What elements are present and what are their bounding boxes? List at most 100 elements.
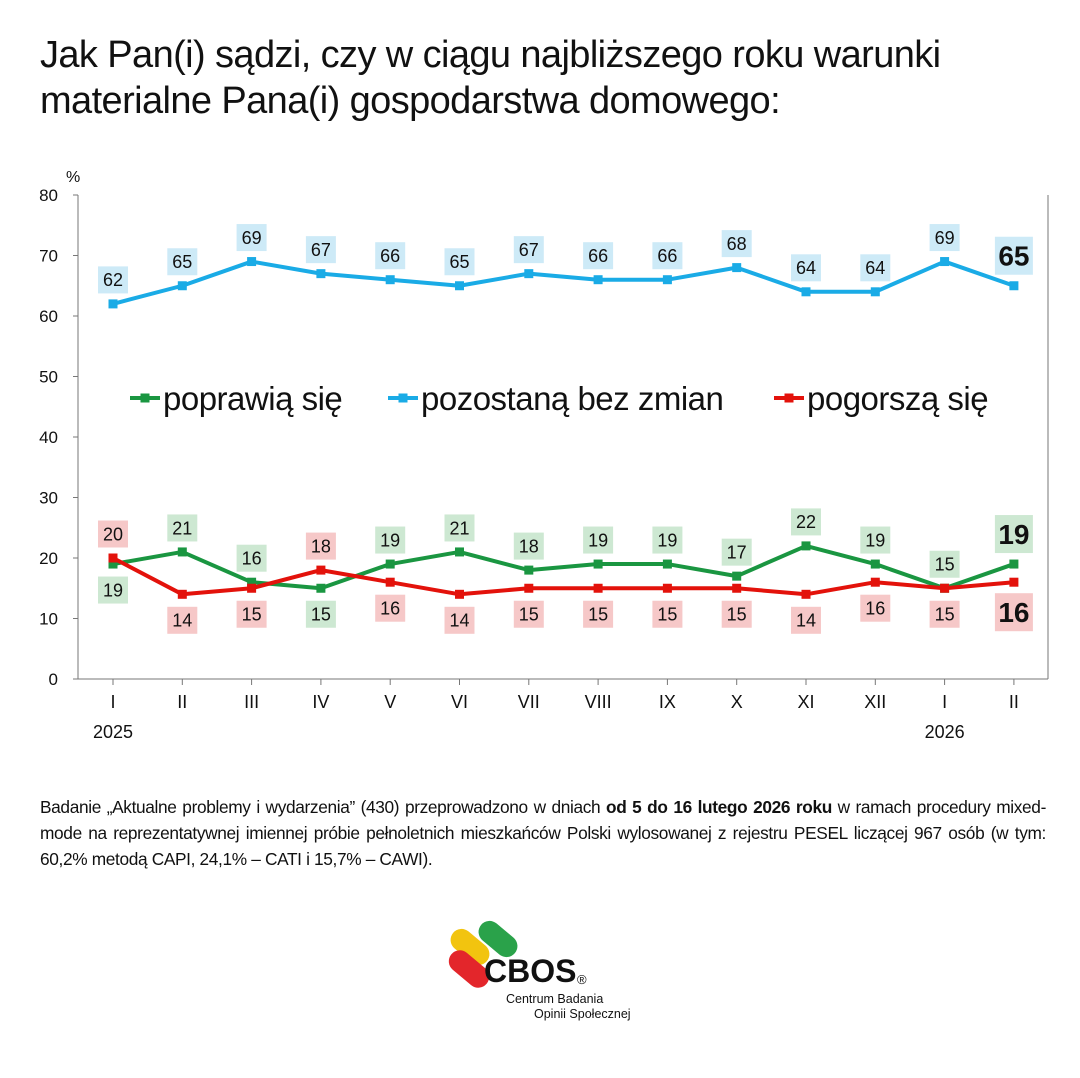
data-point	[524, 583, 534, 593]
data-point	[177, 281, 187, 291]
data-point	[247, 257, 257, 267]
data-label-bg	[721, 538, 752, 566]
data-label: 62	[98, 266, 128, 294]
data-label: 65	[167, 248, 198, 276]
data-label: 19	[375, 526, 406, 554]
data-label: 67	[513, 236, 544, 264]
data-label: 68	[721, 230, 752, 258]
data-label-text: 65	[172, 252, 192, 272]
x-tick-label: VIII	[585, 692, 612, 712]
data-label-text: 64	[865, 258, 885, 278]
data-label-text: 66	[380, 246, 400, 266]
data-label: 66	[583, 242, 614, 270]
data-point	[1009, 559, 1019, 569]
y-tick-label: 10	[39, 610, 58, 629]
y-axis-unit: %	[66, 169, 80, 186]
data-point	[870, 577, 880, 587]
data-label-text: 15	[935, 605, 955, 625]
data-label: 21	[167, 514, 198, 542]
data-label-text: 22	[796, 512, 816, 532]
data-point	[524, 269, 534, 279]
data-label-text: 66	[588, 246, 608, 266]
data-label-bg	[375, 594, 406, 622]
data-label-bg	[236, 600, 267, 628]
y-tick-label: 80	[39, 186, 58, 205]
y-tick-label: 50	[39, 368, 58, 387]
data-label-bg	[583, 600, 614, 628]
data-label-bg	[929, 600, 960, 628]
data-label-bg	[444, 248, 475, 276]
data-label-bg	[791, 606, 821, 634]
data-label: 16	[236, 544, 267, 572]
data-point	[316, 583, 326, 593]
data-label-text: 16	[242, 549, 262, 569]
data-label: 66	[375, 242, 406, 270]
data-label: 16	[375, 594, 406, 622]
note-date-bold: od 5 do 16 lutego 2026 roku	[606, 797, 832, 817]
data-point	[385, 275, 395, 285]
data-label: 15	[513, 600, 544, 628]
data-label-text: 67	[311, 240, 331, 260]
logo-line-2: Opinii Społecznej	[534, 1007, 631, 1021]
data-label-bg	[652, 526, 683, 554]
data-label: 16	[994, 593, 1033, 632]
chart-legend: poprawią się pozostaną bez zmian pogorszą …	[130, 380, 989, 417]
data-label-text: 15	[727, 605, 747, 625]
data-label: 15	[721, 600, 752, 628]
data-label-bg	[375, 526, 406, 554]
data-point	[108, 299, 118, 309]
data-label: 15	[929, 550, 960, 578]
data-label-text: 18	[519, 536, 539, 556]
data-point	[524, 565, 534, 575]
data-label-bg	[444, 514, 475, 542]
data-label-bg	[929, 224, 960, 252]
legend-marker-icon	[140, 393, 150, 403]
data-label-bg	[721, 600, 752, 628]
data-label-text: 69	[242, 228, 262, 248]
data-point	[662, 583, 672, 593]
legend-label: pogorszą się	[807, 380, 988, 417]
data-label-bg	[167, 514, 198, 542]
data-point	[1009, 281, 1019, 291]
y-tick-label: 0	[49, 670, 58, 689]
data-label: 19	[583, 526, 614, 554]
data-label-text: 16	[865, 599, 885, 619]
x-tick-label: II	[1009, 692, 1019, 712]
x-tick-label: IV	[312, 692, 329, 712]
note-text-1: Badanie „Aktualne problemy i wydarzenia”…	[40, 797, 607, 817]
data-label-bg	[994, 515, 1033, 554]
y-tick-label: 30	[39, 489, 58, 508]
x-year-label: 2026	[925, 722, 965, 742]
data-point	[385, 559, 395, 569]
data-label-text: 15	[935, 555, 955, 575]
data-label: 69	[236, 224, 267, 252]
data-label: 14	[791, 606, 821, 634]
data-label-bg	[929, 550, 960, 578]
series-line	[112, 259, 1015, 306]
data-label-text: 65	[998, 241, 1029, 272]
data-point	[732, 583, 742, 593]
x-tick-label: VI	[451, 692, 468, 712]
legend-marker-icon	[784, 393, 794, 403]
data-label-text: 69	[935, 228, 955, 248]
data-point	[870, 559, 880, 569]
data-label-text: 66	[657, 246, 677, 266]
data-label-text: 62	[103, 270, 123, 290]
data-label-text: 68	[727, 234, 747, 254]
x-tick-label: II	[177, 692, 187, 712]
data-label-bg	[583, 242, 614, 270]
data-point	[940, 583, 950, 593]
data-label-text: 19	[998, 519, 1029, 550]
legend-marker-icon	[398, 393, 408, 403]
data-label: 15	[236, 600, 267, 628]
data-label-bg	[305, 532, 336, 560]
data-label-text: 18	[311, 536, 331, 556]
data-label: 18	[305, 532, 336, 560]
data-label-bg	[375, 242, 406, 270]
data-point	[455, 589, 464, 599]
legend-item: poprawią się	[130, 380, 343, 417]
data-point	[385, 577, 395, 587]
logo-line-1: Centrum Badania	[506, 992, 603, 1006]
data-label-text: 17	[727, 542, 747, 562]
x-tick-label: IX	[659, 692, 676, 712]
